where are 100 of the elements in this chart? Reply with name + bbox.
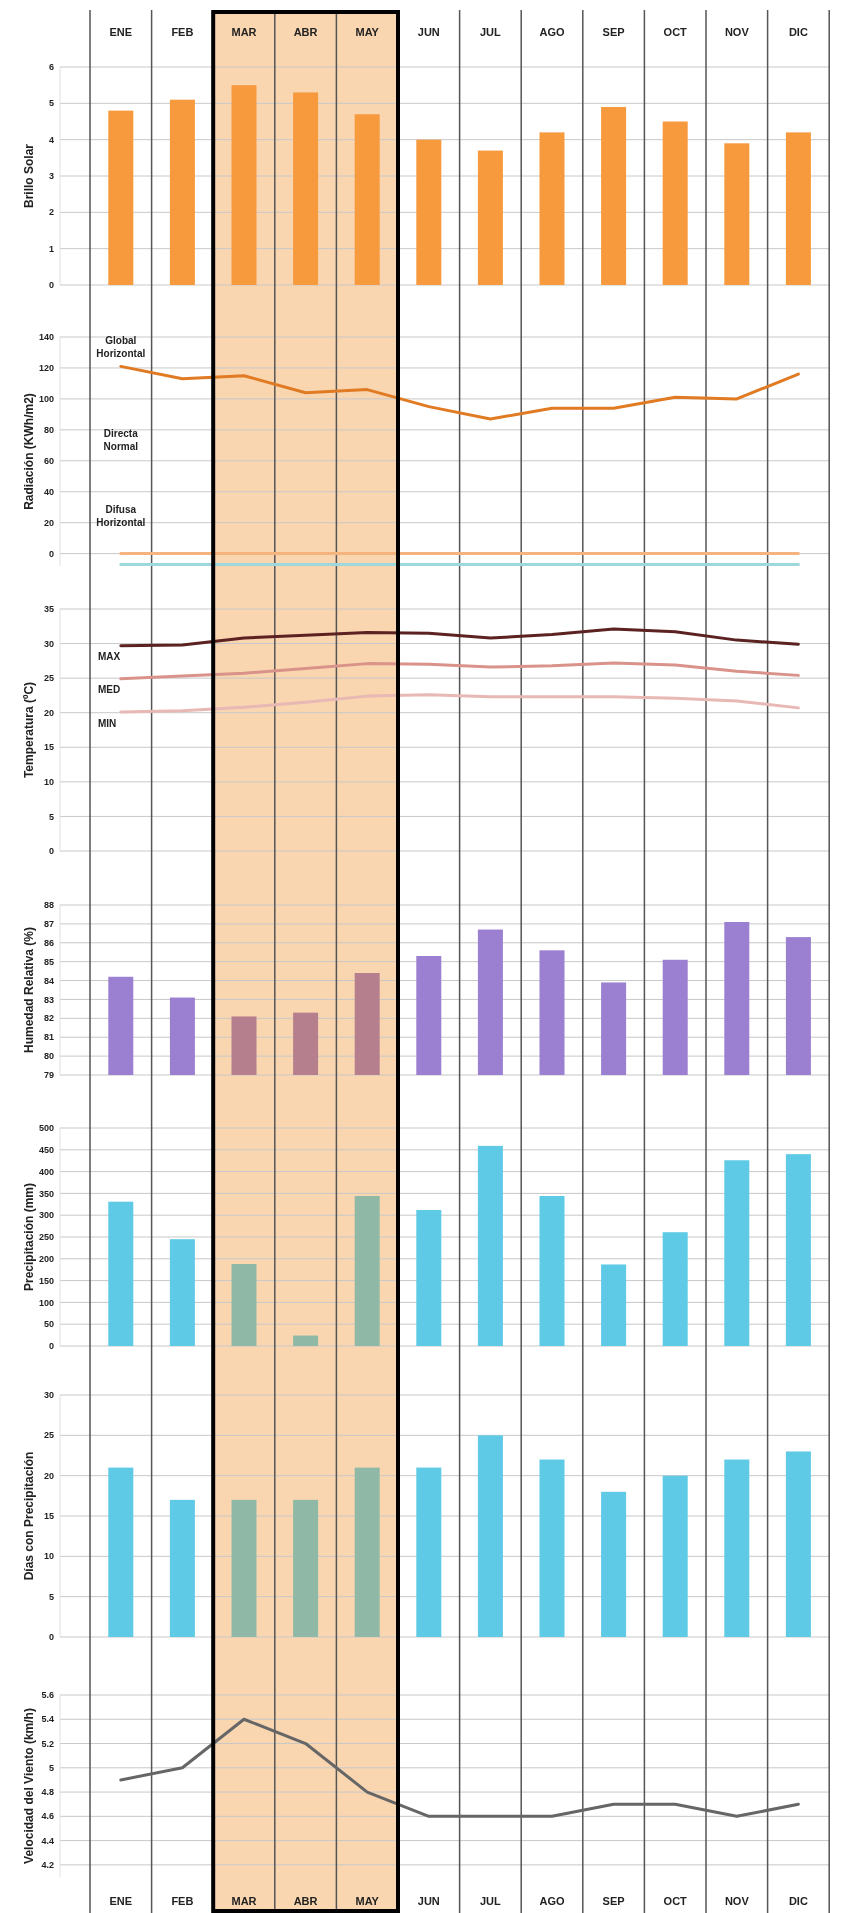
x-tick-label: ENE	[109, 1894, 133, 1907]
y-axis-title: Precipitación (mm)	[22, 1182, 36, 1292]
x-tick-label: OCT	[663, 1894, 688, 1907]
bar	[601, 1264, 627, 1346]
x-tick-label: DIC	[788, 1894, 808, 1907]
y-tick-label: 5.4	[41, 1714, 54, 1725]
x-tick-label: MAY	[355, 1894, 380, 1907]
y-tick-label: 4.2	[41, 1860, 54, 1871]
y-tick-label: 82	[43, 1013, 54, 1024]
bar	[416, 1209, 442, 1346]
y-tick-label: 2	[48, 207, 54, 218]
bar	[169, 1499, 195, 1637]
y-tick-label: 20	[43, 707, 54, 718]
y-axis-title: Radiación (KWh/m2)	[22, 393, 36, 510]
annotation: Directa Normal	[103, 428, 139, 452]
y-tick-label: 50	[43, 1319, 54, 1330]
bar	[724, 1459, 750, 1637]
line-series	[119, 627, 800, 648]
y-tick-label: 250	[38, 1232, 54, 1243]
y-tick-label: 0	[48, 846, 54, 857]
y-tick-label: 450	[38, 1144, 54, 1155]
y-tick-label: 6	[48, 62, 54, 73]
y-tick-label: 35	[43, 604, 54, 615]
bar	[354, 1467, 380, 1637]
y-tick-label: 120	[38, 363, 54, 374]
y-tick-label: 79	[43, 1070, 54, 1081]
line-series	[119, 693, 800, 714]
x-tick-label: NOV	[724, 1894, 750, 1907]
y-tick-label: 80	[43, 424, 54, 435]
x-tick-label: DIC	[788, 25, 808, 38]
annotation: Difusa Horizontal	[96, 504, 146, 528]
bar	[539, 1196, 565, 1346]
y-tick-label: 4.4	[41, 1835, 54, 1846]
y-tick-label: 1	[48, 243, 54, 254]
y-tick-label: 30	[43, 1390, 54, 1401]
y-tick-label: 40	[43, 486, 54, 497]
bar	[108, 110, 134, 285]
y-tick-label: 20	[43, 1470, 54, 1481]
bar	[662, 1232, 688, 1346]
bar	[293, 1335, 319, 1346]
x-tick-label: SEP	[602, 25, 625, 38]
y-tick-label: 81	[43, 1032, 54, 1043]
y-tick-label: 10	[43, 1551, 54, 1562]
y-tick-label: 87	[43, 919, 54, 930]
y-tick-label: 60	[43, 455, 54, 466]
y-axis-title: Temperatura (ºC)	[22, 681, 36, 779]
y-axis-title: Días con Precipitación	[22, 1451, 36, 1581]
x-tick-label: JUL	[480, 1894, 502, 1907]
y-tick-label: 25	[43, 673, 54, 684]
y-tick-label: 0	[48, 548, 54, 559]
bar	[231, 85, 257, 285]
y-tick-label: 84	[43, 975, 54, 986]
y-tick-label: 3	[48, 171, 54, 182]
x-tick-label: ENE	[109, 25, 133, 38]
x-tick-label: JUL	[480, 25, 502, 38]
y-tick-label: 200	[38, 1253, 54, 1264]
bar	[724, 1160, 750, 1346]
x-tick-label: ABR	[293, 1894, 318, 1907]
bar	[662, 121, 688, 285]
bar	[539, 1459, 565, 1637]
x-tick-label: MAR	[231, 25, 257, 38]
x-tick-label: OCT	[663, 25, 688, 38]
y-tick-label: 300	[38, 1210, 54, 1221]
y-tick-label: 5	[48, 1762, 54, 1773]
x-tick-label: MAY	[355, 25, 380, 38]
y-tick-label: 400	[38, 1166, 54, 1177]
y-tick-label: 25	[43, 1430, 54, 1441]
bar	[416, 139, 442, 285]
bar	[416, 1467, 442, 1637]
y-tick-label: 0	[48, 280, 54, 291]
y-tick-label: 20	[43, 517, 54, 528]
y-tick-label: 5	[48, 811, 54, 822]
x-tick-label: ABR	[293, 25, 318, 38]
y-tick-label: 0	[48, 1632, 54, 1643]
bar	[539, 132, 565, 285]
bar	[169, 99, 195, 285]
line-series	[119, 364, 800, 421]
x-tick-label: FEB	[171, 25, 194, 38]
bar	[108, 1201, 134, 1346]
y-tick-label: 88	[43, 900, 54, 911]
bar	[231, 1264, 257, 1346]
bar	[477, 1145, 503, 1346]
y-tick-label: 10	[43, 777, 54, 788]
y-tick-label: 0	[48, 1341, 54, 1352]
x-tick-label: SEP	[602, 1894, 625, 1907]
y-tick-label: 4.6	[41, 1811, 54, 1822]
bar	[785, 1154, 811, 1346]
y-tick-label: 4	[48, 134, 54, 145]
x-tick-label: JUN	[417, 1894, 440, 1907]
x-tick-label: JUN	[417, 25, 440, 38]
y-tick-label: 80	[43, 1051, 54, 1062]
x-tick-label: AGO	[539, 1894, 565, 1907]
bar	[477, 1435, 503, 1637]
y-tick-label: 15	[43, 742, 54, 753]
bar	[601, 1491, 627, 1637]
bar	[293, 92, 319, 285]
y-tick-label: 150	[38, 1275, 54, 1286]
bar	[293, 1499, 319, 1637]
series-label: MAX	[98, 651, 121, 663]
y-tick-label: 15	[43, 1511, 54, 1522]
